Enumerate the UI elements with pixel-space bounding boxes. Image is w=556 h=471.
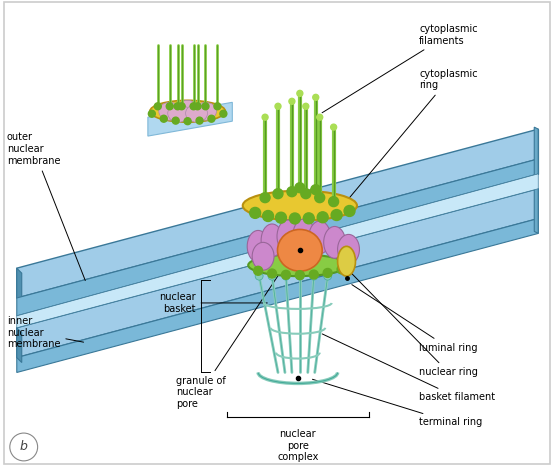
Polygon shape bbox=[17, 174, 538, 328]
Circle shape bbox=[295, 183, 305, 193]
Circle shape bbox=[262, 211, 274, 221]
Circle shape bbox=[155, 103, 161, 110]
Circle shape bbox=[304, 213, 314, 224]
Ellipse shape bbox=[168, 104, 190, 122]
Ellipse shape bbox=[195, 102, 216, 120]
Circle shape bbox=[301, 189, 311, 199]
Ellipse shape bbox=[150, 100, 225, 122]
Circle shape bbox=[311, 185, 321, 195]
Circle shape bbox=[194, 103, 201, 110]
Circle shape bbox=[297, 90, 303, 97]
Circle shape bbox=[273, 189, 283, 199]
Polygon shape bbox=[17, 268, 22, 303]
Circle shape bbox=[196, 117, 203, 124]
Polygon shape bbox=[17, 328, 22, 363]
Ellipse shape bbox=[248, 254, 348, 276]
Circle shape bbox=[208, 115, 215, 122]
Circle shape bbox=[250, 207, 261, 219]
Circle shape bbox=[289, 98, 295, 104]
Circle shape bbox=[309, 270, 318, 279]
Text: nuclear ring: nuclear ring bbox=[346, 268, 478, 377]
Ellipse shape bbox=[309, 221, 331, 254]
Ellipse shape bbox=[293, 219, 315, 252]
Circle shape bbox=[275, 103, 281, 109]
Text: granule of
nuclear
pore: granule of nuclear pore bbox=[176, 252, 294, 409]
Ellipse shape bbox=[261, 224, 283, 257]
Circle shape bbox=[337, 265, 346, 274]
Ellipse shape bbox=[324, 227, 345, 258]
Circle shape bbox=[317, 212, 328, 223]
Circle shape bbox=[296, 272, 304, 280]
Text: b: b bbox=[20, 440, 28, 454]
Circle shape bbox=[166, 103, 173, 110]
Text: luminal ring: luminal ring bbox=[352, 284, 478, 353]
Circle shape bbox=[276, 212, 286, 223]
Text: terminal ring: terminal ring bbox=[312, 379, 482, 427]
Circle shape bbox=[202, 103, 209, 110]
Ellipse shape bbox=[277, 229, 322, 271]
Polygon shape bbox=[17, 219, 538, 373]
Circle shape bbox=[331, 210, 342, 220]
Ellipse shape bbox=[337, 246, 355, 276]
Polygon shape bbox=[148, 102, 232, 136]
Circle shape bbox=[331, 124, 336, 130]
Text: nuclear
basket: nuclear basket bbox=[159, 292, 267, 314]
Circle shape bbox=[281, 270, 290, 279]
Circle shape bbox=[184, 118, 191, 125]
Circle shape bbox=[190, 103, 197, 110]
Circle shape bbox=[254, 266, 262, 275]
Text: outer
nuclear
membrane: outer nuclear membrane bbox=[7, 132, 85, 281]
Ellipse shape bbox=[277, 220, 299, 253]
Circle shape bbox=[220, 110, 227, 117]
Polygon shape bbox=[534, 187, 538, 234]
Circle shape bbox=[313, 94, 319, 100]
Text: basket filament: basket filament bbox=[322, 334, 495, 402]
Circle shape bbox=[323, 268, 332, 277]
Circle shape bbox=[287, 187, 297, 197]
Circle shape bbox=[282, 272, 290, 280]
Text: nuclear
pore
complex: nuclear pore complex bbox=[277, 429, 319, 463]
Circle shape bbox=[255, 272, 263, 280]
Circle shape bbox=[315, 193, 325, 203]
Circle shape bbox=[268, 272, 276, 280]
Text: inner
nuclear
membrane: inner nuclear membrane bbox=[7, 316, 83, 349]
Circle shape bbox=[324, 272, 331, 280]
Ellipse shape bbox=[247, 230, 269, 262]
Text: cytoplasmic
ring: cytoplasmic ring bbox=[346, 69, 478, 202]
Ellipse shape bbox=[159, 102, 181, 120]
Circle shape bbox=[172, 117, 179, 124]
Circle shape bbox=[10, 433, 38, 461]
Ellipse shape bbox=[186, 104, 207, 122]
Ellipse shape bbox=[252, 243, 274, 270]
Circle shape bbox=[267, 269, 276, 278]
Circle shape bbox=[174, 103, 181, 110]
Polygon shape bbox=[534, 127, 538, 176]
Circle shape bbox=[310, 272, 317, 280]
Circle shape bbox=[160, 115, 167, 122]
Circle shape bbox=[178, 103, 185, 110]
Circle shape bbox=[303, 103, 309, 109]
Ellipse shape bbox=[177, 100, 198, 118]
Circle shape bbox=[317, 114, 322, 120]
Circle shape bbox=[295, 271, 304, 280]
Polygon shape bbox=[17, 159, 538, 316]
Polygon shape bbox=[17, 189, 538, 357]
Text: cytoplasmic
filaments: cytoplasmic filaments bbox=[322, 24, 478, 113]
Circle shape bbox=[344, 205, 355, 217]
Circle shape bbox=[148, 110, 155, 117]
Circle shape bbox=[262, 114, 268, 120]
Circle shape bbox=[290, 213, 300, 224]
Circle shape bbox=[260, 193, 270, 203]
Circle shape bbox=[329, 197, 339, 207]
Polygon shape bbox=[17, 129, 538, 298]
Ellipse shape bbox=[243, 191, 357, 220]
Ellipse shape bbox=[337, 235, 359, 264]
Circle shape bbox=[214, 103, 221, 110]
